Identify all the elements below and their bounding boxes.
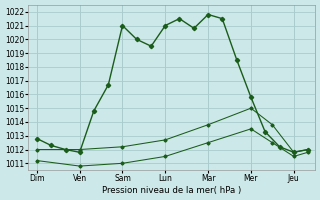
X-axis label: Pression niveau de la mer( hPa ): Pression niveau de la mer( hPa ) [102, 186, 241, 195]
